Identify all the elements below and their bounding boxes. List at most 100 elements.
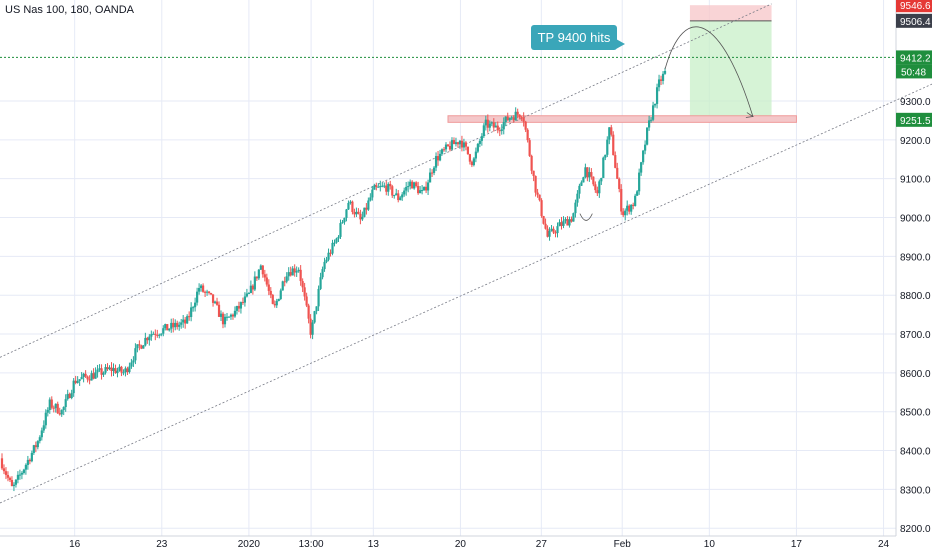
candle-body [265,277,268,285]
candle-body [198,287,201,292]
candle-body [638,172,641,192]
candle-body [271,294,274,304]
candle-body [542,216,545,224]
candle-body [458,140,462,145]
time-tick-label: Feb [614,539,632,550]
candle-body [8,477,12,480]
candle-body [12,484,16,487]
candle-body [401,194,404,198]
price-tick-label: 8300.0 [900,485,931,496]
candle-body [237,306,241,309]
candle-body [468,154,472,162]
candle-body [247,292,250,294]
candle-body [653,103,657,106]
candle-body [592,176,595,185]
candle-body [52,407,55,409]
candle-body [411,181,414,189]
candle-body [104,367,107,373]
candle-body [130,362,133,367]
candle-body [213,301,217,303]
candle-body [295,271,298,273]
candle-body [138,344,141,346]
candle-body [572,213,575,222]
candle-body [180,322,183,325]
candle-body [614,155,617,168]
price-tag-label: 9412.2 [900,53,931,64]
candle-body [192,307,195,309]
candle-body [409,181,412,187]
candle-body [58,413,61,415]
candle-body [251,285,254,290]
candle-body [257,269,260,279]
candle-body [339,223,342,237]
candle-body [612,134,615,156]
candle-body [432,167,436,173]
candle-body [126,368,129,373]
candle-body [291,268,294,276]
candle-body [227,316,231,318]
candle-body [70,393,73,399]
trade-zones [0,5,896,123]
candle-body [92,373,95,379]
candle-body [319,277,322,289]
price-tick-label: 8800.0 [900,291,931,302]
candle-body [578,185,581,194]
candle-body [44,412,47,426]
candle-body [448,145,452,150]
candle-body [423,186,426,190]
symbol-label[interactable]: US Nas 100, 180, OANDA [5,4,135,16]
candle-body [606,139,609,155]
candle-body [0,458,4,469]
candle-body [279,290,282,300]
candle-body [48,399,51,410]
candle-body [116,370,119,374]
candle-body [253,276,256,290]
candle-body [269,290,272,295]
candle-body [287,272,290,277]
candle-body [385,185,388,192]
candle-body [450,140,454,150]
candle-body [426,182,430,191]
candle-body [333,242,336,244]
candle-body [229,314,233,317]
target-zone [689,20,772,120]
candle-body [28,459,31,462]
candle-body [488,123,491,128]
candle-body [534,176,537,193]
price-tick-label: 9300.0 [900,97,931,108]
candle-body [329,252,332,254]
candle-body [472,158,475,166]
price-tag-box [896,13,932,28]
candle-body [186,316,189,324]
tp-callout: TP 9400 hits [531,25,625,50]
candle-body [596,190,599,194]
candle-body [644,144,647,151]
candle-body [134,348,137,361]
candle-body [582,177,585,183]
candle-body [2,468,6,472]
candle-body [504,116,507,123]
projection-arrowhead [745,112,754,118]
candle-body [494,125,497,128]
candle-body [520,117,523,119]
candle-body [464,142,468,147]
candle-body [233,310,237,317]
candle-body [72,380,75,394]
candle-body [648,120,651,128]
candle-body [211,294,215,303]
price-tag-label: 9506.4 [900,17,931,28]
candle-body [118,366,121,371]
candle-body [194,302,197,308]
candle-body [64,399,67,408]
candle-body [528,140,531,156]
candle-body [476,143,479,152]
candle-body [377,186,380,188]
candle-body [421,189,424,191]
candle-body [50,399,53,408]
candle-body [297,269,300,272]
candle-body [413,182,416,189]
candle-body [466,146,470,155]
candle-body [470,161,473,166]
